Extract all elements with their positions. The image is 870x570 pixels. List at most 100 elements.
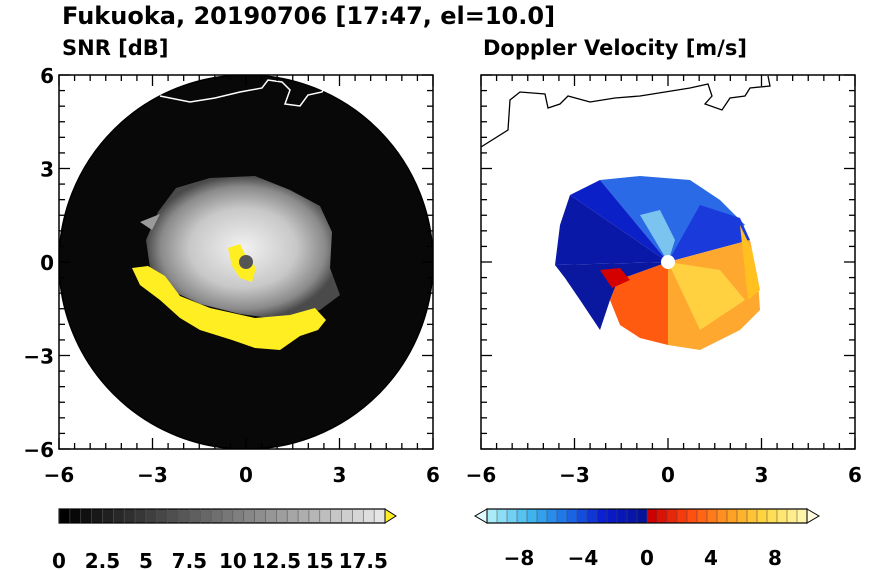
- snr-colorbar-bin: [59, 509, 71, 523]
- velocity-recede-core: [668, 262, 745, 330]
- snr-colorbar-tick-label: 7.5: [172, 549, 207, 570]
- snr-echo-region: [146, 176, 340, 320]
- velocity-colorbar-bin: [517, 509, 528, 523]
- snr-colorbar: [58, 508, 397, 524]
- velocity-colorbar-bin: [527, 509, 538, 523]
- snr-colorbar-bin: [156, 509, 169, 523]
- velocity-colorbar-bin: [677, 509, 688, 523]
- velocity-x-tick-label: 6: [848, 463, 862, 487]
- snr-colorbar-bin: [287, 509, 299, 523]
- snr-minor-ticks: [58, 74, 434, 450]
- velocity-colorbar-bin: [797, 509, 808, 523]
- snr-colorbar-bin: [80, 509, 93, 523]
- snr-colorbar-tick-label: 17.5: [339, 549, 388, 570]
- velocity-colorbar-bin: [717, 509, 728, 523]
- snr-colorbar-bin: [265, 509, 277, 523]
- velocity-colorbar-bin: [737, 509, 748, 523]
- snr-panel-title: SNR [dB]: [62, 36, 168, 60]
- velocity-colorbar-bin: [497, 509, 508, 523]
- velocity-light-ray: [640, 210, 675, 262]
- velocity-colorbar-bin: [657, 509, 668, 523]
- velocity-colorbar-bin: [587, 509, 598, 523]
- velocity-coastline: [481, 75, 771, 148]
- snr-y-tick-label: −3: [23, 345, 54, 369]
- snr-colorbar-bin: [135, 509, 147, 523]
- velocity-colorbar-over-arrow: [806, 508, 820, 524]
- snr-colorbar-bin: [374, 509, 386, 523]
- snr-colorbar-tick-label: 5: [139, 549, 153, 570]
- velocity-colorbar-bin: [697, 509, 708, 523]
- snr-x-tick-labels: −6 −3 0 3 6: [44, 463, 440, 487]
- snr-colorbar-bin: [232, 509, 245, 523]
- velocity-approach-west: [555, 195, 668, 265]
- snr-y-tick-label: −6: [23, 438, 54, 462]
- velocity-x-tick-labels: −6 −3 0 3 6: [466, 463, 862, 487]
- snr-echo-fragment: [140, 214, 160, 230]
- snr-colorbar-bin: [91, 509, 103, 523]
- velocity-colorbar-bin: [597, 509, 608, 523]
- velocity-colorbar-bin: [707, 509, 718, 523]
- velocity-panel: Doppler Velocity [m/s] −6 −3 0 3 6: [466, 36, 862, 487]
- velocity-colorbar-bin: [537, 509, 548, 523]
- snr-colorbar-bin: [298, 509, 310, 523]
- velocity-colorbar: [474, 508, 820, 524]
- snr-x-tick-label: −6: [44, 463, 75, 487]
- snr-colorbar-bin: [243, 509, 256, 523]
- velocity-panel-title: Doppler Velocity [m/s]: [483, 36, 747, 60]
- snr-radar-site: [239, 255, 253, 269]
- snr-colorbar-bin: [363, 509, 375, 523]
- velocity-colorbar-bin: [687, 509, 698, 523]
- velocity-colorbar-bin: [547, 509, 558, 523]
- velocity-colorbar-tick-label: −4: [568, 546, 599, 570]
- velocity-colorbar-bin: [787, 509, 798, 523]
- snr-x-tick-label: −3: [137, 463, 168, 487]
- snr-colorbar-bin: [276, 509, 288, 523]
- snr-colorbar-tick-label: 10: [219, 549, 247, 570]
- snr-panel: SNR [dB] −6 −3 0 3 6 6 3 0 −3 −6: [23, 36, 440, 487]
- snr-colorbar-bin: [124, 509, 136, 523]
- snr-colorbar-bin: [330, 509, 343, 523]
- snr-colorbar-bin: [178, 509, 190, 523]
- velocity-colorbar-bin: [767, 509, 778, 523]
- figure-title: Fukuoka, 20190706 [17:47, el=10.0]: [62, 2, 555, 30]
- velocity-fold-patch: [600, 268, 630, 288]
- velocity-colorbar-tick-label: 8: [768, 546, 782, 570]
- snr-colorbar-bin: [211, 509, 223, 523]
- velocity-colorbar-bin: [727, 509, 738, 523]
- velocity-x-tick-label: 0: [661, 463, 675, 487]
- snr-colorbar-tick-label: 15: [306, 549, 334, 570]
- snr-y-tick-label: 3: [40, 158, 54, 182]
- snr-colorbar-labels: 0 2.5 5 7.5 10 12.5 15 17.5: [52, 549, 388, 570]
- snr-colorbar-bin: [69, 509, 82, 523]
- snr-y-tick-labels: 6 3 0 −3 −6: [23, 64, 54, 462]
- velocity-colorbar-bin: [757, 509, 768, 523]
- velocity-minor-ticks: [480, 74, 856, 450]
- velocity-colorbar-labels: −8 −4 0 4 8: [504, 546, 782, 570]
- snr-colorbar-bin: [102, 509, 114, 523]
- snr-colorbar-tick-label: 2.5: [85, 549, 120, 570]
- snr-coastline: [159, 75, 330, 107]
- snr-x-tick-label: 3: [333, 463, 347, 487]
- snr-x-tick-label: 6: [426, 463, 440, 487]
- snr-colorbar-bin: [189, 509, 201, 523]
- velocity-colorbar-tick-label: 4: [704, 546, 718, 570]
- velocity-colorbar-bin: [627, 509, 638, 523]
- velocity-recede-south: [610, 262, 668, 345]
- velocity-colorbar-bin: [557, 509, 568, 523]
- snr-colorbar-bin: [145, 509, 158, 523]
- velocity-colorbar-tick-label: 0: [640, 546, 654, 570]
- snr-y-tick-label: 6: [40, 64, 54, 88]
- velocity-colorbar-bin: [487, 509, 498, 523]
- snr-colorbar-bin: [167, 509, 180, 523]
- velocity-x-tick-label: −6: [466, 463, 497, 487]
- velocity-colorbar-bin: [617, 509, 628, 523]
- velocity-colorbar-bin: [607, 509, 618, 523]
- velocity-recede-edge: [740, 225, 760, 300]
- velocity-colorbar-bin: [567, 509, 578, 523]
- velocity-colorbar-bin: [647, 509, 658, 523]
- velocity-colorbar-bin: [777, 509, 788, 523]
- snr-colorbar-bin: [352, 509, 364, 523]
- velocity-colorbar-bin: [637, 509, 648, 523]
- snr-colorbar-bin: [222, 509, 234, 523]
